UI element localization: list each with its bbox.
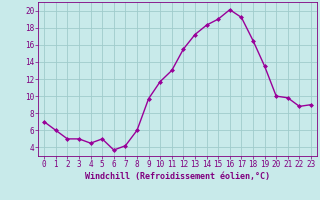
X-axis label: Windchill (Refroidissement éolien,°C): Windchill (Refroidissement éolien,°C): [85, 172, 270, 181]
